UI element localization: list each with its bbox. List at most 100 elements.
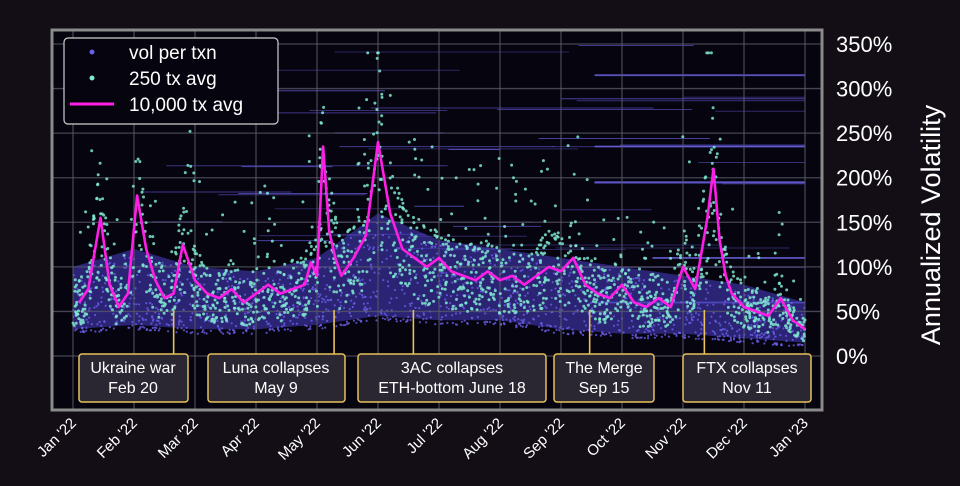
series-250-tx-avg-point — [572, 270, 576, 274]
vol-per-txn-point — [476, 316, 479, 319]
series-250-tx-avg-point — [241, 321, 244, 325]
series-250-tx-avg-point — [712, 234, 715, 238]
vol-per-txn-point — [102, 327, 105, 330]
series-250-tx-avg-point — [480, 295, 484, 299]
series-250-tx-avg-point — [408, 268, 412, 272]
vol-per-txn-point — [342, 324, 346, 327]
vol-per-txn-point — [349, 315, 353, 318]
vol-per-txn-point — [100, 296, 103, 299]
vol-per-txn-point — [449, 302, 452, 305]
series-250-tx-avg-point — [610, 279, 614, 283]
vol-per-txn-point — [445, 272, 448, 275]
vol-per-txn-point — [82, 329, 85, 333]
series-250-tx-avg-point — [654, 306, 658, 310]
series-250-tx-avg-point — [85, 270, 89, 274]
series-250-tx-avg-point — [576, 257, 580, 261]
series-250-tx-avg-point — [659, 307, 663, 310]
vol-per-txn-point — [312, 288, 316, 291]
series-250-tx-avg-point — [641, 313, 645, 317]
vol-per-txn-point — [429, 316, 432, 319]
series-250-tx-avg-point — [92, 216, 96, 220]
vol-per-txn-point — [640, 307, 643, 310]
series-250-tx-avg-point — [649, 309, 653, 313]
legend-swatch-250-tx-avg — [89, 75, 95, 81]
vol-per-txn-point — [673, 280, 676, 283]
vol-per-txn-point — [679, 301, 683, 304]
series-250-tx-avg-point — [188, 129, 192, 133]
vol-per-txn-point — [288, 306, 291, 309]
vol-per-txn-point — [135, 312, 138, 315]
series-250-tx-avg-point — [543, 233, 547, 237]
series-250-tx-avg-point — [796, 331, 800, 335]
vol-per-txn-point — [544, 313, 548, 316]
vol-per-txn-point — [366, 308, 369, 311]
vol-per-txn-point — [790, 305, 793, 308]
series-250-tx-avg-point — [749, 303, 753, 306]
vol-per-txn-point — [127, 313, 130, 316]
vol-per-txn-point — [258, 279, 261, 282]
vol-per-txn-point — [287, 274, 290, 277]
vol-per-txn-point — [86, 321, 89, 324]
series-250-tx-avg-point — [532, 283, 536, 287]
vol-per-txn-point — [334, 316, 337, 319]
series-250-tx-avg-point — [479, 281, 483, 285]
series-250-tx-avg-point — [314, 238, 318, 242]
series-250-tx-avg-point — [670, 293, 674, 297]
series-250-tx-avg-point — [683, 284, 687, 288]
series-250-tx-avg-point — [712, 229, 716, 233]
vol-per-txn-point — [647, 337, 650, 340]
series-250-tx-avg-point — [236, 286, 240, 289]
series-250-tx-avg-point — [290, 259, 294, 263]
vol-per-txn-point — [280, 297, 283, 300]
series-250-tx-avg-point — [282, 304, 286, 308]
series-250-tx-avg-point — [151, 291, 155, 295]
series-250-tx-avg-point — [174, 252, 178, 256]
vol-per-txn-point — [205, 332, 208, 335]
vol-per-txn-point — [544, 305, 547, 308]
series-250-tx-avg-point — [302, 263, 306, 267]
vol-per-txn-point — [500, 296, 503, 299]
series-250-tx-avg-point — [272, 282, 276, 286]
vol-per-txn-point — [673, 332, 676, 335]
vol-per-txn-point — [217, 325, 220, 328]
series-250-tx-avg-point — [709, 51, 713, 55]
vol-per-txn-point — [760, 335, 764, 338]
vol-per-txn-point — [473, 275, 477, 278]
series-250-tx-avg-point — [400, 273, 404, 277]
vol-per-txn-point — [222, 332, 225, 335]
series-250-tx-avg-point — [483, 254, 487, 258]
series-250-tx-avg-point — [480, 287, 483, 291]
series-250-tx-avg-point — [148, 283, 152, 287]
series-250-tx-avg-point — [87, 267, 91, 271]
series-250-tx-avg-point — [233, 269, 237, 272]
vol-per-txn-point — [550, 296, 553, 299]
series-250-tx-avg-point — [650, 244, 654, 248]
series-250-tx-avg-point — [698, 287, 702, 291]
vol-per-txn-point — [525, 324, 529, 327]
series-250-tx-avg-point — [358, 239, 362, 243]
vol-per-txn-point — [798, 343, 802, 346]
vol-per-txn-point — [657, 323, 660, 326]
vol-per-txn-point — [550, 303, 553, 306]
series-250-tx-avg-point — [571, 289, 575, 293]
series-250-tx-avg-point — [424, 254, 428, 258]
vol-per-txn-point — [574, 305, 577, 308]
series-250-tx-avg-point — [614, 307, 618, 311]
series-250-tx-avg-point — [453, 279, 457, 283]
annotation-date: Sep 15 — [579, 380, 630, 397]
series-250-tx-avg-point — [545, 167, 549, 171]
vol-per-txn-point — [157, 312, 161, 316]
series-250-tx-avg-point — [773, 251, 777, 255]
series-250-tx-avg-point — [73, 278, 77, 282]
series-250-tx-avg-point — [386, 227, 390, 231]
vol-per-txn-point — [157, 329, 160, 332]
series-250-tx-avg-point — [229, 270, 233, 274]
vol-per-txn-point — [418, 307, 421, 310]
series-250-tx-avg-point — [404, 209, 408, 213]
vol-per-txn-point — [97, 303, 100, 306]
series-250-tx-avg-point — [606, 299, 610, 303]
vol-per-txn-point — [567, 274, 571, 277]
series-250-tx-avg-point — [328, 177, 331, 181]
vol-per-txn-point — [385, 314, 388, 317]
vol-per-txn-point — [488, 306, 491, 309]
